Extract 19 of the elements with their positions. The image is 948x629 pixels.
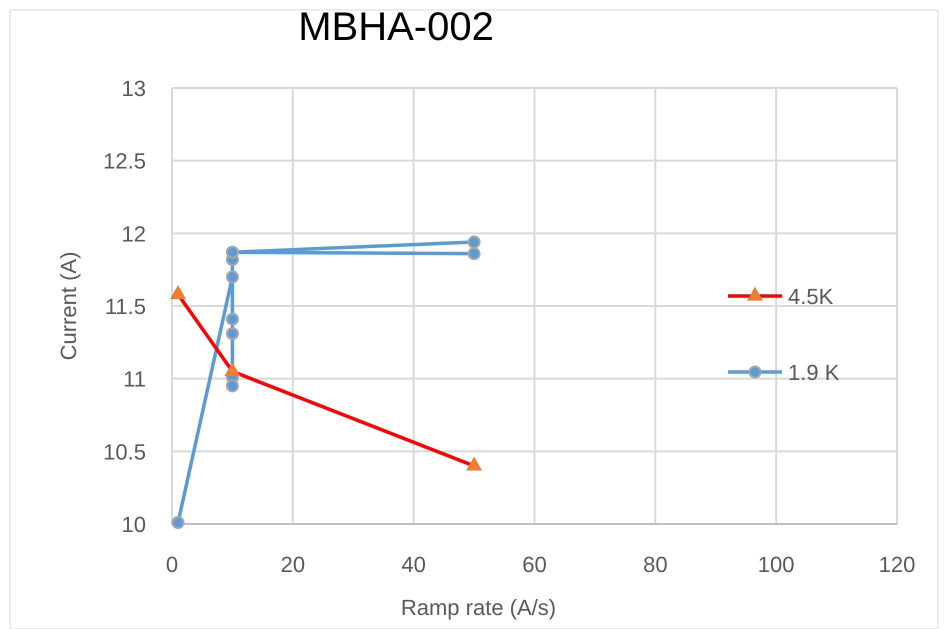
y-tick-label: 12.5 (103, 148, 146, 174)
y-tick-label: 10.5 (103, 439, 146, 464)
y-tick-label: 11 (123, 366, 146, 392)
x-tick-label: 100 (758, 552, 795, 577)
legend-label: 1.9 K (788, 360, 840, 385)
x-tick-label: 120 (878, 552, 916, 577)
x-tick-label: 0 (166, 552, 178, 577)
y-tick-label: 10 (122, 512, 146, 537)
x-tick-label: 20 (280, 552, 306, 577)
legend-label: 4.5K (788, 284, 834, 309)
y-tick-label: 12 (122, 221, 146, 246)
y-tick-label: 11.5 (104, 294, 146, 319)
y-axis-title: Current (A) (56, 252, 81, 360)
x-tick-label: 60 (522, 552, 547, 577)
x-tick-label: 40 (401, 552, 426, 577)
y-tick-label: 13 (122, 76, 146, 101)
x-axis-title: Ramp rate (A/s) (400, 595, 556, 620)
chart-title: MBHA-002 (298, 5, 494, 49)
x-tick-label: 80 (643, 552, 668, 577)
